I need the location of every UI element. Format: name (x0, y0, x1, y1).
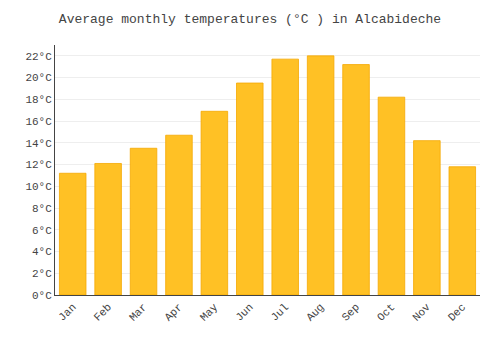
svg-text:16°C: 16°C (25, 116, 52, 128)
svg-text:Aug: Aug (304, 301, 326, 323)
svg-text:Sep: Sep (340, 301, 362, 323)
svg-text:12°C: 12°C (25, 159, 52, 171)
svg-text:Jul: Jul (269, 301, 291, 323)
svg-text:6°C: 6°C (32, 225, 52, 237)
svg-text:14°C: 14°C (25, 138, 52, 150)
svg-text:Dec: Dec (446, 301, 468, 323)
svg-text:Mar: Mar (127, 301, 149, 323)
svg-text:Feb: Feb (92, 301, 114, 323)
svg-text:10°C: 10°C (25, 181, 52, 193)
svg-text:2°C: 2°C (32, 268, 52, 280)
svg-text:Nov: Nov (410, 301, 433, 324)
svg-text:20°C: 20°C (25, 72, 52, 84)
svg-text:Jan: Jan (56, 301, 78, 323)
svg-text:Apr: Apr (162, 301, 184, 323)
svg-text:18°C: 18°C (25, 94, 52, 106)
svg-text:8°C: 8°C (32, 203, 52, 215)
svg-text:0°C: 0°C (32, 290, 52, 302)
svg-text:May: May (198, 301, 221, 324)
svg-text:Average monthly temperatures (: Average monthly temperatures (°C ) in Al… (59, 12, 441, 27)
svg-text:Jun: Jun (233, 301, 255, 323)
svg-text:4°C: 4°C (32, 246, 52, 258)
svg-text:Oct: Oct (375, 301, 397, 323)
svg-text:22°C: 22°C (25, 51, 52, 63)
